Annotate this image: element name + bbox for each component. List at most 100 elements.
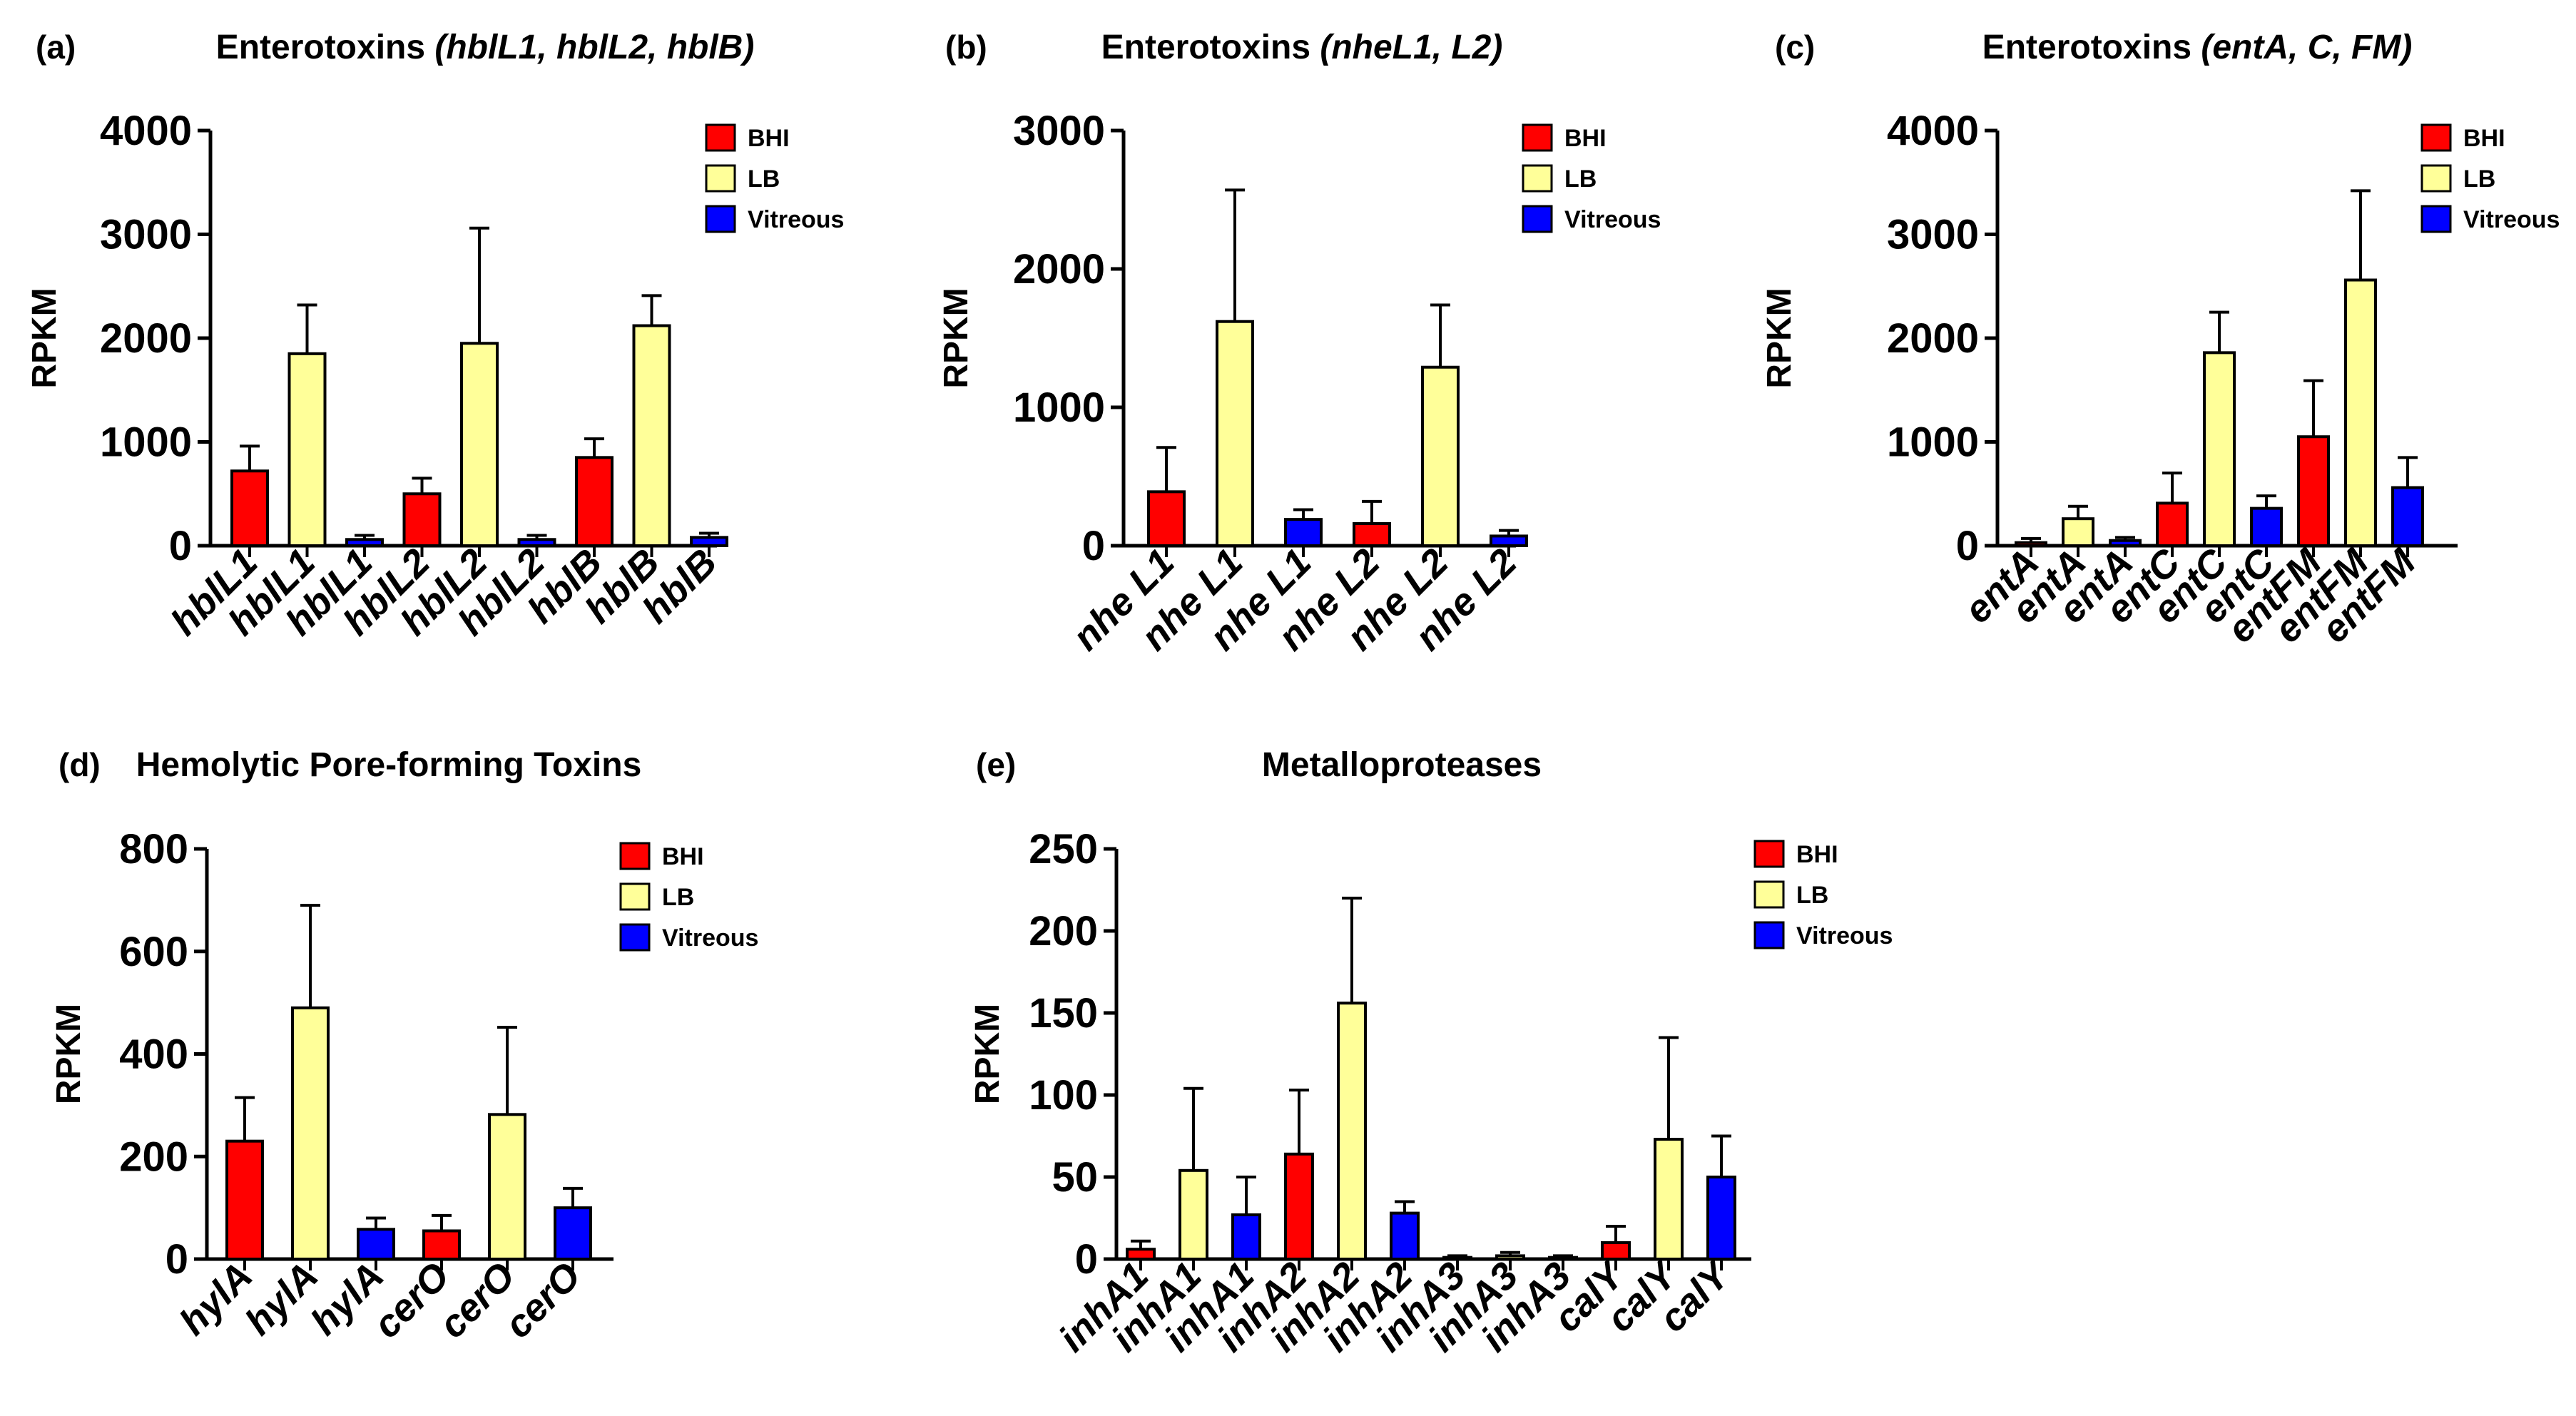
legend-label: Vitreous — [748, 206, 844, 233]
y-tick-label: 0 — [1956, 523, 1979, 569]
bar-bhi — [1284, 1152, 1314, 1261]
chart-title-italic: (hblL1, hblL2, hblB) — [434, 29, 754, 66]
panel-a: (a) Enterotoxins (hblL1, hblL2, hblB) 0 100… — [26, 29, 844, 643]
y-tick-label: 200 — [1029, 908, 1098, 954]
legend-swatch-vitreous — [1753, 921, 1785, 949]
y-axis-label: RPKM — [50, 1004, 88, 1104]
bar-lb — [1216, 320, 1254, 547]
chart-title-italic: (entA, C, FM) — [2201, 29, 2412, 66]
chart-title-text: Enterotoxins — [216, 29, 435, 66]
legend-swatch-bhi — [1753, 840, 1785, 868]
x-tick-label: cerO — [431, 1254, 523, 1346]
legend-swatch-lb — [619, 882, 651, 911]
legend-swatch-vitreous — [705, 205, 736, 233]
y-tick-label: 2000 — [1887, 315, 1979, 362]
y-tick-label: 800 — [119, 826, 188, 872]
legend-swatch-vitreous — [619, 923, 651, 952]
bar-bhi — [230, 469, 269, 547]
chart-title-text: Enterotoxins — [1982, 29, 2201, 66]
legend-swatch-bhi — [1522, 123, 1553, 152]
legend-label: Vitreous — [1796, 922, 1893, 949]
legend-label: BHI — [662, 843, 704, 870]
y-tick-label: 50 — [1052, 1154, 1098, 1201]
bar-lb — [2344, 278, 2377, 547]
bar-bhi — [1442, 1255, 1472, 1260]
legend-label: LB — [1564, 165, 1597, 193]
bar-vitreous — [1284, 518, 1323, 548]
y-tick-label: 1000 — [1887, 419, 1979, 466]
chart-title: Enterotoxins (entA, C, FM) — [1982, 29, 2413, 66]
legend-label: BHI — [2463, 125, 2505, 152]
y-tick-label: 1000 — [100, 419, 192, 466]
legend-swatch-lb — [2420, 164, 2452, 193]
legend-swatch-bhi — [2420, 123, 2452, 152]
bar-lb — [1178, 1168, 1208, 1261]
bar-lb — [632, 324, 671, 547]
panel-b: (b) Enterotoxins (nheL1, L2) 0 1000 2000 3000… — [937, 29, 1661, 659]
y-tick-label: 0 — [166, 1236, 188, 1283]
y-tick-label: 1000 — [1013, 384, 1105, 431]
bar-lb — [1337, 1002, 1367, 1260]
legend-label: LB — [748, 165, 780, 193]
y-tick-label: 0 — [169, 523, 192, 569]
bar-vitreous — [1548, 1255, 1578, 1260]
chart-title-text: Hemolytic Pore-forming Toxins — [136, 746, 642, 784]
bar-bhi — [225, 1139, 264, 1260]
y-tick-label: 0 — [1075, 1236, 1098, 1283]
bar-vitreous — [1706, 1176, 1736, 1260]
bar-lb — [287, 352, 327, 547]
panel-e: (e) Metalloproteases050100150200250RPKMin… — [969, 746, 1893, 1360]
bar-lb — [1495, 1254, 1525, 1261]
bar-lb — [488, 1113, 526, 1260]
legend-label: BHI — [1796, 841, 1838, 868]
y-tick-label: 3000 — [1013, 108, 1105, 154]
x-tick-label: cerO — [497, 1254, 589, 1346]
x-tick-label: cerO — [365, 1254, 457, 1346]
legend-swatch-vitreous — [1522, 205, 1553, 233]
bar-vitreous — [554, 1206, 592, 1260]
y-tick-label: 250 — [1029, 826, 1098, 872]
legend-swatch-lb — [1753, 880, 1785, 909]
bar-lb — [460, 342, 499, 547]
legend-label: BHI — [1564, 125, 1607, 152]
y-tick-label: 150 — [1029, 990, 1098, 1036]
legend-label: Vitreous — [662, 925, 758, 952]
legend-swatch-bhi — [619, 842, 651, 870]
bar-bhi — [422, 1229, 461, 1260]
legend-label: BHI — [748, 125, 790, 152]
panel-d: (d) Hemolytic Pore-forming Toxins 0 200 400 6… — [50, 746, 758, 1347]
y-tick-label: 3000 — [100, 212, 192, 258]
legend-swatch-lb — [705, 164, 736, 193]
y-axis-label: RPKM — [26, 287, 63, 388]
bar-bhi — [2156, 501, 2189, 547]
y-tick-label: 0 — [1082, 523, 1105, 569]
y-tick-label: 200 — [119, 1134, 188, 1180]
legend-label: Vitreous — [2463, 206, 2560, 233]
panel-label: (c) — [1775, 29, 1815, 66]
y-axis-label: RPKM — [937, 287, 975, 388]
chart-title-italic: (nheL1, L2) — [1320, 29, 1502, 66]
chart-title: Metalloproteases — [1262, 746, 1542, 784]
bar-lb — [2062, 517, 2094, 547]
chart-title-text: Metalloproteases — [1262, 746, 1542, 784]
panel-label: (e) — [976, 746, 1016, 783]
chart-title: Enterotoxins (hblL1, hblL2, hblB) — [216, 29, 755, 66]
bar-lb — [291, 1006, 330, 1260]
bar-bhi — [1353, 521, 1391, 548]
bar-vitreous — [1231, 1213, 1261, 1261]
bar-bhi — [1126, 1248, 1156, 1260]
bar-vitreous — [1390, 1211, 1420, 1260]
panel-c: (c) Enterotoxins (entA, C, FM) 0 1000 2000 30… — [1761, 29, 2560, 651]
y-axis-label: RPKM — [969, 1004, 1007, 1104]
y-axis-label: RPKM — [1761, 287, 1798, 388]
bar-bhi — [402, 492, 442, 547]
bar-lb — [1421, 365, 1460, 547]
legend-swatch-lb — [1522, 164, 1553, 193]
legend-label: LB — [1796, 882, 1828, 909]
bar-vitreous — [2391, 486, 2424, 548]
panel-label: (b) — [945, 29, 987, 66]
x-tick-label: hylA — [237, 1254, 326, 1343]
y-tick-label: 2000 — [100, 315, 192, 362]
legend-swatch-vitreous — [2420, 205, 2452, 233]
bar-bhi — [1147, 490, 1186, 548]
